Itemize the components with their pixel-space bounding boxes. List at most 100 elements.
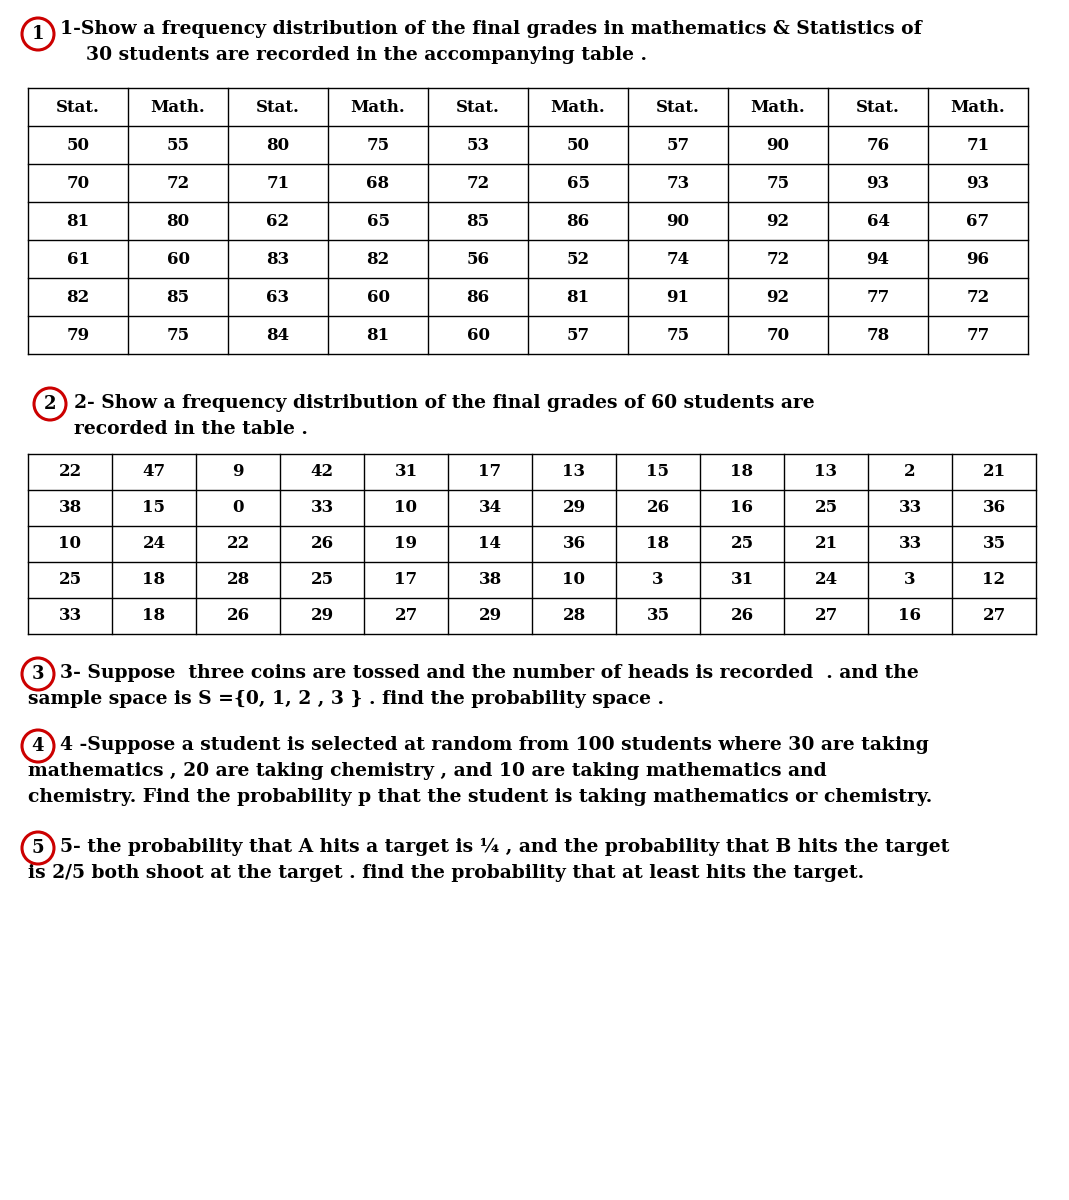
Text: 25: 25	[730, 535, 754, 552]
Text: 17: 17	[479, 463, 501, 480]
Text: 63: 63	[266, 288, 290, 306]
Text: 24: 24	[815, 571, 838, 588]
Text: Stat.: Stat.	[257, 98, 300, 115]
Text: 18: 18	[142, 571, 166, 588]
Text: 10: 10	[59, 535, 81, 552]
Text: 47: 47	[142, 463, 166, 480]
Text: 83: 83	[266, 251, 290, 268]
Text: 81: 81	[567, 288, 590, 306]
Text: 28: 28	[562, 607, 586, 624]
Text: 29: 29	[562, 499, 586, 516]
Text: 57: 57	[567, 326, 590, 343]
Text: 93: 93	[966, 174, 990, 192]
Text: 42: 42	[310, 463, 334, 480]
Text: 0: 0	[232, 499, 244, 516]
Text: 26: 26	[227, 607, 249, 624]
Text: Stat.: Stat.	[856, 98, 900, 115]
Text: 9: 9	[232, 463, 244, 480]
Text: 33: 33	[59, 607, 81, 624]
Text: 27: 27	[815, 607, 838, 624]
Text: 91: 91	[666, 288, 690, 306]
Text: 81: 81	[367, 326, 389, 343]
Text: 50: 50	[567, 137, 589, 154]
Text: 72: 72	[466, 174, 490, 192]
Text: 80: 80	[167, 212, 189, 229]
Text: 82: 82	[66, 288, 90, 306]
Text: 50: 50	[66, 137, 90, 154]
Text: 35: 35	[982, 535, 1006, 552]
Text: 34: 34	[479, 499, 501, 516]
Text: 65: 65	[367, 212, 389, 229]
Text: 75: 75	[766, 174, 790, 192]
Text: 36: 36	[562, 535, 586, 552]
Text: 13: 13	[815, 463, 838, 480]
Text: 80: 80	[266, 137, 290, 154]
Text: Stat.: Stat.	[656, 98, 700, 115]
Text: Math.: Math.	[351, 98, 405, 115]
Text: 2- Show a frequency distribution of the final grades of 60 students are: 2- Show a frequency distribution of the …	[74, 394, 815, 412]
Text: 79: 79	[66, 326, 90, 343]
Text: 16: 16	[899, 607, 921, 624]
Text: 67: 67	[966, 212, 990, 229]
Text: Math.: Math.	[950, 98, 1005, 115]
Text: 68: 68	[367, 174, 389, 192]
Text: 21: 21	[982, 463, 1006, 480]
Text: 61: 61	[66, 251, 90, 268]
Text: 72: 72	[966, 288, 990, 306]
Text: 3: 3	[904, 571, 916, 588]
Text: 86: 86	[567, 212, 590, 229]
Text: 77: 77	[866, 288, 889, 306]
Text: recorded in the table .: recorded in the table .	[74, 420, 308, 438]
Text: 78: 78	[866, 326, 889, 343]
Text: 27: 27	[982, 607, 1006, 624]
Text: 62: 62	[266, 212, 290, 229]
Text: 75: 75	[367, 137, 389, 154]
Text: sample space is S ={0, 1, 2 , 3 } . find the probability space .: sample space is S ={0, 1, 2 , 3 } . find…	[28, 690, 664, 708]
Text: 85: 85	[167, 288, 189, 306]
Text: 33: 33	[898, 499, 921, 516]
Text: 52: 52	[567, 251, 590, 268]
Text: 55: 55	[167, 137, 189, 154]
Text: 26: 26	[310, 535, 334, 552]
Text: 1: 1	[32, 25, 44, 43]
Text: 90: 90	[766, 137, 790, 154]
Text: 29: 29	[479, 607, 501, 624]
Text: 70: 70	[66, 174, 90, 192]
Text: 33: 33	[310, 499, 334, 516]
Text: 84: 84	[266, 326, 290, 343]
Text: 75: 75	[666, 326, 690, 343]
Text: 33: 33	[898, 535, 921, 552]
Text: 29: 29	[310, 607, 334, 624]
Text: 5: 5	[32, 839, 44, 857]
Text: 14: 14	[479, 535, 501, 552]
Text: 15: 15	[142, 499, 166, 516]
Text: 82: 82	[367, 251, 389, 268]
Text: 53: 53	[466, 137, 490, 154]
Text: 38: 38	[59, 499, 81, 516]
Text: 81: 81	[66, 212, 90, 229]
Text: 12: 12	[982, 571, 1006, 588]
Text: 18: 18	[647, 535, 669, 552]
Text: 60: 60	[367, 288, 389, 306]
Text: 76: 76	[867, 137, 889, 154]
Text: 15: 15	[647, 463, 669, 480]
Text: 28: 28	[227, 571, 250, 588]
Text: 96: 96	[966, 251, 990, 268]
Text: 18: 18	[142, 607, 166, 624]
Text: 94: 94	[867, 251, 889, 268]
Text: 65: 65	[567, 174, 589, 192]
Text: 60: 60	[167, 251, 189, 268]
Text: 19: 19	[394, 535, 418, 552]
Text: 77: 77	[966, 326, 990, 343]
Text: 3: 3	[32, 665, 44, 683]
Text: 25: 25	[310, 571, 334, 588]
Text: 18: 18	[730, 463, 754, 480]
Text: 35: 35	[647, 607, 669, 624]
Text: 72: 72	[167, 174, 189, 192]
Text: chemistry. Find the probability p that the student is taking mathematics or chem: chemistry. Find the probability p that t…	[28, 788, 932, 806]
Text: 85: 85	[466, 212, 490, 229]
Text: 1-Show a frequency distribution of the final grades in mathematics & Statistics : 1-Show a frequency distribution of the f…	[60, 20, 921, 38]
Text: 71: 71	[966, 137, 990, 154]
Text: Math.: Math.	[750, 98, 805, 115]
Text: 64: 64	[867, 212, 889, 229]
